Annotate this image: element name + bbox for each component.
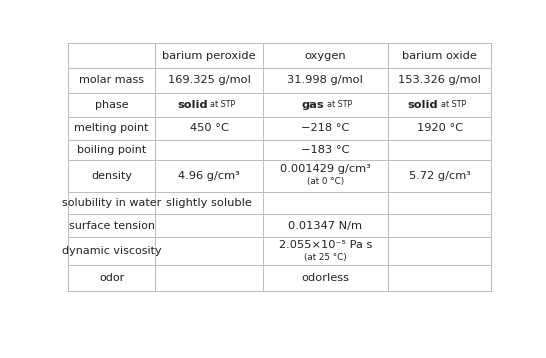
Text: oxygen: oxygen bbox=[305, 50, 346, 61]
Text: melting point: melting point bbox=[74, 123, 149, 133]
Text: 169.325 g/mol: 169.325 g/mol bbox=[168, 76, 251, 86]
Text: at STP: at STP bbox=[210, 100, 235, 109]
Text: barium peroxide: barium peroxide bbox=[162, 50, 256, 61]
Text: 31.998 g/mol: 31.998 g/mol bbox=[287, 76, 363, 86]
Text: (at 0 °C): (at 0 °C) bbox=[307, 177, 344, 186]
Text: 153.326 g/mol: 153.326 g/mol bbox=[398, 76, 481, 86]
Text: 0.001429 g/cm³: 0.001429 g/cm³ bbox=[280, 164, 371, 174]
Text: at STP: at STP bbox=[327, 100, 352, 109]
Text: 4.96 g/cm³: 4.96 g/cm³ bbox=[178, 171, 240, 181]
Text: 5.72 g/cm³: 5.72 g/cm³ bbox=[408, 171, 471, 181]
Text: odorless: odorless bbox=[301, 273, 349, 283]
Text: barium oxide: barium oxide bbox=[402, 50, 477, 61]
Text: 2.055×10⁻⁵ Pa s: 2.055×10⁻⁵ Pa s bbox=[278, 240, 372, 250]
Text: surface tension: surface tension bbox=[69, 221, 155, 231]
Text: solid: solid bbox=[177, 100, 207, 110]
Text: slightly soluble: slightly soluble bbox=[166, 198, 252, 208]
Text: 0.01347 N/m: 0.01347 N/m bbox=[288, 221, 363, 231]
Text: 450 °C: 450 °C bbox=[189, 123, 228, 133]
Text: solubility in water: solubility in water bbox=[62, 198, 161, 208]
Text: at STP: at STP bbox=[441, 100, 466, 109]
Text: density: density bbox=[91, 171, 132, 181]
Text: phase: phase bbox=[95, 100, 128, 110]
Text: boiling point: boiling point bbox=[77, 145, 146, 155]
Text: 1920 °C: 1920 °C bbox=[417, 123, 462, 133]
Text: dynamic viscosity: dynamic viscosity bbox=[62, 246, 162, 256]
Text: gas: gas bbox=[301, 100, 324, 110]
Text: (at 25 °C): (at 25 °C) bbox=[304, 253, 347, 262]
Text: solid: solid bbox=[408, 100, 438, 110]
Text: molar mass: molar mass bbox=[79, 76, 144, 86]
Text: −183 °C: −183 °C bbox=[301, 145, 349, 155]
Text: odor: odor bbox=[99, 273, 124, 283]
Text: −218 °C: −218 °C bbox=[301, 123, 349, 133]
